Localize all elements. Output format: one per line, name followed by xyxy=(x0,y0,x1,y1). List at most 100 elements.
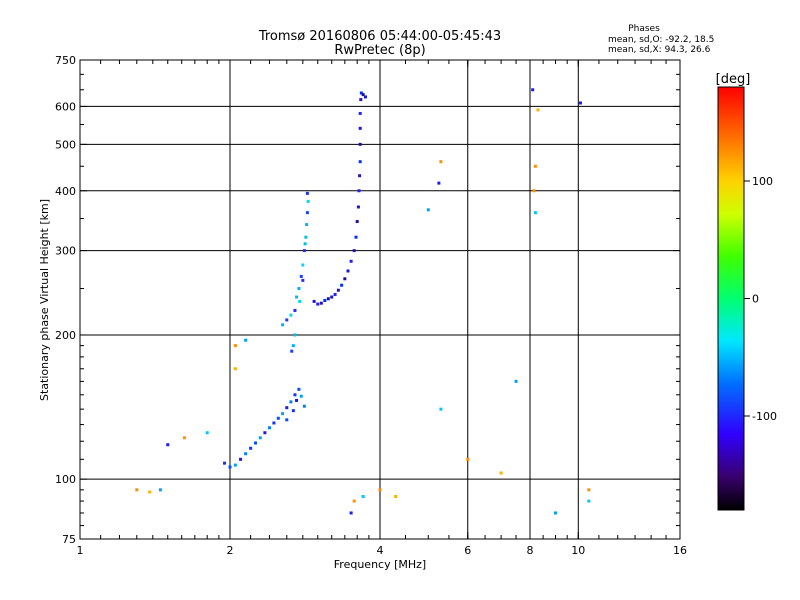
data-point xyxy=(466,457,470,461)
data-point xyxy=(305,191,309,195)
data-point xyxy=(228,465,232,469)
x-axis-label: Frequency [MHz] xyxy=(334,558,426,571)
y-tick-label: 75 xyxy=(62,533,76,546)
data-point xyxy=(358,142,362,146)
data-point xyxy=(352,249,356,253)
data-point xyxy=(356,205,360,209)
data-point xyxy=(182,436,186,440)
data-point xyxy=(295,398,299,402)
data-point xyxy=(358,126,362,130)
data-point xyxy=(312,299,316,303)
data-point xyxy=(355,220,359,224)
data-point xyxy=(394,494,398,498)
y-tick-label: 750 xyxy=(55,54,76,67)
chart-title: Tromsø 20160806 05:44:00-05:45:43 xyxy=(258,29,501,44)
data-point xyxy=(285,406,289,410)
x-tick-label: 4 xyxy=(377,544,384,557)
data-point xyxy=(289,400,293,404)
data-point xyxy=(253,441,257,445)
data-point xyxy=(289,313,293,317)
y-tick-label: 100 xyxy=(55,473,76,486)
data-point xyxy=(439,160,443,164)
data-point xyxy=(359,98,363,102)
data-point xyxy=(306,199,310,203)
y-tick-label: 300 xyxy=(55,245,76,258)
data-point xyxy=(297,287,301,291)
data-point xyxy=(166,443,170,447)
data-point xyxy=(249,446,253,450)
data-point xyxy=(358,160,362,164)
data-point xyxy=(378,488,382,492)
data-point xyxy=(343,277,347,281)
phases-title: Phases xyxy=(628,24,660,34)
colorbar-tick-label: -100 xyxy=(752,410,777,423)
data-point xyxy=(533,164,537,168)
data-point xyxy=(304,235,308,239)
data-point xyxy=(437,181,441,185)
data-point xyxy=(281,412,285,416)
data-point xyxy=(346,269,350,273)
data-point xyxy=(233,367,237,371)
colorbar xyxy=(717,86,745,511)
data-point xyxy=(285,318,289,322)
data-point xyxy=(305,211,309,215)
data-point xyxy=(293,333,297,337)
data-point xyxy=(258,436,262,440)
data-point xyxy=(281,323,285,327)
data-point xyxy=(291,409,295,413)
data-point xyxy=(290,349,294,353)
data-point xyxy=(293,308,297,312)
y-tick-label: 200 xyxy=(55,329,76,342)
data-point xyxy=(358,174,362,178)
data-point xyxy=(233,344,237,348)
colorbar-tick-label: 0 xyxy=(752,293,759,306)
data-point xyxy=(587,488,591,492)
chart-subtitle: RwPretec (8p) xyxy=(334,43,425,58)
data-point xyxy=(285,418,289,422)
x-tick-label: 2 xyxy=(227,544,234,557)
data-point xyxy=(293,393,297,397)
y-axis-label: Stationary phase Virtual Height [km] xyxy=(38,199,51,401)
data-point xyxy=(276,416,280,420)
data-point xyxy=(532,189,536,193)
data-point xyxy=(578,101,582,105)
data-point xyxy=(299,274,303,278)
data-point xyxy=(357,189,361,193)
data-point xyxy=(531,88,535,92)
colorbar-label: [deg] xyxy=(716,72,751,87)
data-point xyxy=(135,488,139,492)
x-tick-label: 16 xyxy=(673,544,687,557)
data-point xyxy=(359,91,363,95)
data-point xyxy=(426,208,430,212)
data-point xyxy=(323,299,327,303)
data-point xyxy=(319,301,323,305)
data-point xyxy=(340,283,344,287)
data-point xyxy=(553,511,557,515)
data-point xyxy=(352,499,356,503)
data-point xyxy=(244,338,248,342)
data-point xyxy=(514,379,518,383)
data-point xyxy=(336,288,340,292)
colorbar-ticks: 100 0 -100 xyxy=(744,175,777,423)
data-point xyxy=(263,431,267,435)
data-point xyxy=(326,297,330,301)
x-tick-label: 10 xyxy=(571,544,585,557)
data-point xyxy=(291,344,295,348)
data-point xyxy=(330,295,334,299)
data-point xyxy=(205,431,209,435)
data-point xyxy=(158,488,162,492)
gridlines xyxy=(80,60,680,539)
x-tick-label: 8 xyxy=(527,544,534,557)
data-point xyxy=(439,407,443,411)
data-point xyxy=(272,421,276,425)
phases-x-line: mean, sd,X: 94.3, 26.6 xyxy=(608,45,711,55)
y-tick-label: 600 xyxy=(55,100,76,113)
data-point xyxy=(298,299,302,303)
data-point xyxy=(361,93,365,97)
data-point xyxy=(303,242,307,246)
data-point xyxy=(244,452,248,456)
data-point xyxy=(267,426,271,430)
x-tick-label: 6 xyxy=(464,544,471,557)
y-axis: 75 100 200 300 400 500 600 750 xyxy=(55,54,680,546)
